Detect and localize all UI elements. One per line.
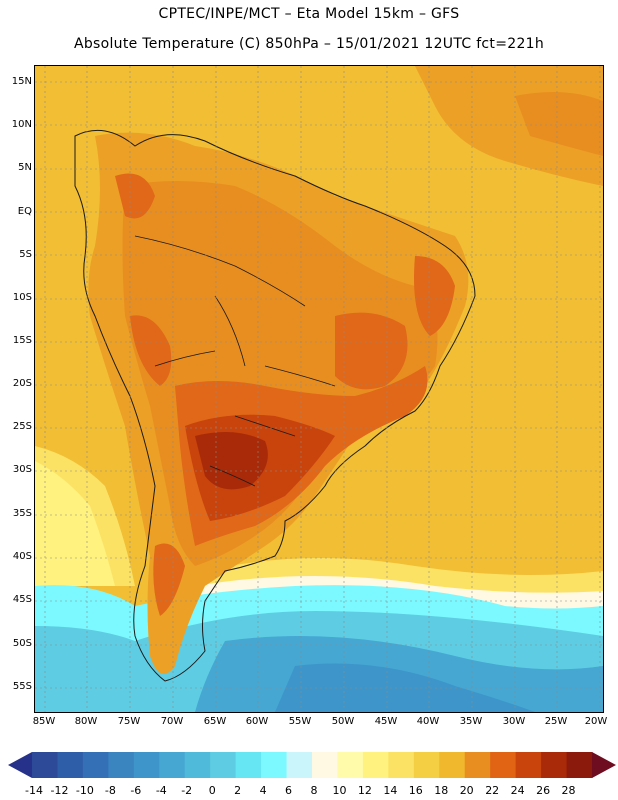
colorbar-swatch [515,752,542,778]
lat-label: 15S [12,335,32,346]
colorbar-low-arrow [8,752,32,778]
lon-label: 65W [203,716,227,727]
lon-label: 25W [544,716,568,727]
lon-label: 85W [32,716,56,727]
colorbar-swatch [337,752,364,778]
colorbar-tick-label: 6 [285,784,292,797]
lat-label: 5S [19,249,32,260]
colorbar-tick-label: 10 [332,784,347,797]
colorbar-swatch [490,752,517,778]
colorbar-tick-label: -2 [181,784,193,797]
colorbar-tick-label: 8 [310,784,318,797]
colorbar-swatch [235,752,262,778]
lon-label: 80W [74,716,98,727]
colorbar-high-arrow [592,752,616,778]
colorbar-swatch [541,752,568,778]
lat-label: 35S [12,508,32,519]
brazil-hot-patch [335,312,408,390]
colorbar-swatch [210,752,237,778]
title-line-2: Absolute Temperature (C) 850hPa – 15/01/… [73,36,545,52]
lat-label: 25S [12,421,32,432]
colorbar-tick-label: -4 [155,784,167,797]
warm-ocean-core [515,92,603,156]
colorbar-tick-label: 26 [536,784,551,797]
colorbar-tick-label: 28 [561,784,576,797]
andes-south-patch [153,543,185,616]
colorbar-swatch [413,752,440,778]
lat-label: 30S [12,464,32,475]
colorbar-tick-label: 2 [234,784,242,797]
colorbar-swatch [312,752,338,778]
lon-label: 35W [459,716,483,727]
lon-label: 50W [331,716,355,727]
colorbar-swatch [57,752,84,778]
colorbar-swatch [362,752,389,778]
colorbar-swatch [184,752,211,778]
lat-label: EQ [17,206,32,217]
colorbar-tick-label: 22 [485,784,500,797]
lat-label: 20S [12,378,32,389]
colorbar-swatch [82,752,109,778]
continent-hottest [195,432,268,490]
map-svg [35,66,603,712]
country-borders [134,235,336,487]
lon-label: 20W [584,716,608,727]
lon-label: 60W [245,716,269,727]
colorbar-tick-label: -6 [130,784,142,797]
colorbar-swatch [159,752,186,778]
colorbar-swatch [108,752,135,778]
lon-label: 45W [374,716,398,727]
lat-label: 5N [18,162,32,173]
colorbar-tick-label: 12 [357,784,372,797]
colorbar-tick-label: -10 [75,784,94,797]
colorbar-tick-label: -14 [25,784,43,797]
colorbar-swatch [388,752,415,778]
colorbar-swatch [286,752,313,778]
lat-label: 15N [11,76,32,87]
colorbar-tick-label: 24 [510,784,525,797]
colorbar-tick-label: -12 [50,784,69,797]
cool-band-west-inner [35,461,115,586]
colorbar-tick-label: 16 [408,784,423,797]
lon-label: 40W [416,716,440,727]
colorbar-swatch [32,752,58,778]
colombia-hot-patch [115,173,155,219]
colorbar-tick-label: 18 [434,784,449,797]
northeast-hot-patch [414,256,455,336]
lat-label: 55S [12,681,32,692]
lat-label: 50S [12,638,32,649]
lon-label: 30W [502,716,526,727]
lat-label: 10N [11,119,32,130]
colorbar-tick-label: 20 [459,784,474,797]
colorbar [8,752,616,778]
colorbar-swatch [439,752,466,778]
coastline [74,129,476,682]
lat-label: 40S [12,551,32,562]
temperature-map [34,65,604,713]
lat-label: 10S [12,292,32,303]
title-line-1: CPTEC/INPE/MCT – Eta Model 15km – GFS [158,6,460,22]
colorbar-swatches [32,752,593,778]
lon-label: 70W [160,716,184,727]
colorbar-tick-label: 4 [259,784,267,797]
lon-label: 55W [288,716,312,727]
colorbar-tick-label: 0 [208,784,216,797]
peru-hot-patch [130,315,172,386]
colorbar-swatch [464,752,491,778]
lon-label: 75W [117,716,141,727]
colorbar-swatch [133,752,160,778]
colorbar-tick-label: 14 [383,784,398,797]
colorbar-swatch [566,752,593,778]
colorbar-swatch [261,752,288,778]
lat-label: 45S [12,594,32,605]
colorbar-tick-label: -8 [104,784,116,797]
